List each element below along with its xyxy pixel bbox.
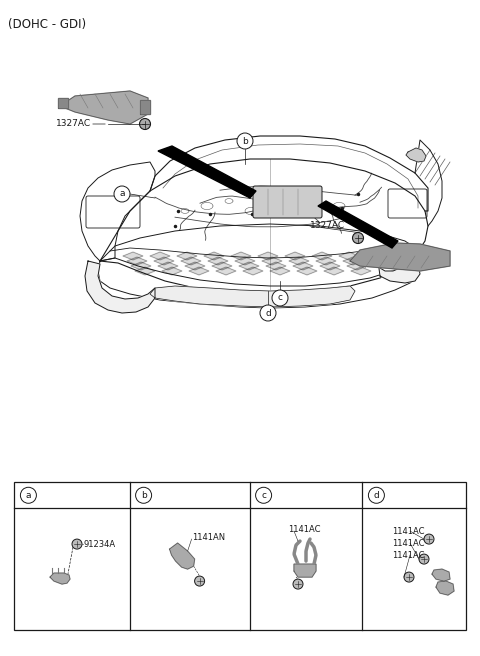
- Polygon shape: [208, 257, 228, 265]
- Polygon shape: [243, 267, 263, 275]
- Polygon shape: [343, 257, 363, 265]
- Polygon shape: [100, 159, 428, 293]
- Text: a: a: [119, 190, 125, 199]
- Polygon shape: [212, 262, 232, 270]
- Polygon shape: [312, 252, 332, 260]
- Polygon shape: [169, 543, 194, 569]
- FancyBboxPatch shape: [253, 186, 322, 218]
- Circle shape: [352, 232, 363, 243]
- Polygon shape: [85, 261, 155, 313]
- Polygon shape: [235, 257, 255, 265]
- Circle shape: [272, 290, 288, 306]
- Text: 1141AC: 1141AC: [392, 527, 424, 535]
- Polygon shape: [436, 581, 454, 595]
- Polygon shape: [127, 257, 147, 265]
- Text: c: c: [277, 293, 283, 302]
- Text: (DOHC - GDI): (DOHC - GDI): [8, 18, 86, 31]
- Polygon shape: [316, 257, 336, 265]
- Polygon shape: [406, 148, 426, 162]
- Polygon shape: [181, 257, 201, 265]
- Polygon shape: [154, 257, 174, 265]
- Polygon shape: [258, 252, 278, 260]
- Polygon shape: [123, 252, 143, 260]
- Polygon shape: [185, 262, 205, 270]
- Polygon shape: [266, 262, 286, 270]
- Polygon shape: [216, 267, 236, 275]
- Polygon shape: [318, 201, 398, 248]
- Circle shape: [20, 487, 36, 503]
- Polygon shape: [158, 146, 256, 198]
- Circle shape: [136, 487, 152, 503]
- Polygon shape: [231, 252, 251, 260]
- Polygon shape: [131, 262, 151, 270]
- Polygon shape: [289, 257, 309, 265]
- Text: 1141AC: 1141AC: [288, 525, 321, 533]
- Polygon shape: [378, 256, 420, 283]
- Polygon shape: [189, 267, 209, 275]
- Text: d: d: [265, 308, 271, 318]
- Polygon shape: [98, 261, 418, 308]
- Polygon shape: [350, 243, 450, 271]
- Text: d: d: [373, 491, 379, 500]
- Polygon shape: [320, 262, 340, 270]
- Polygon shape: [324, 267, 344, 275]
- Polygon shape: [204, 252, 224, 260]
- Circle shape: [424, 534, 434, 544]
- Text: 1141AN: 1141AN: [192, 533, 225, 542]
- Polygon shape: [140, 100, 150, 114]
- Text: 91234A: 91234A: [83, 540, 115, 548]
- Circle shape: [237, 133, 253, 149]
- Circle shape: [293, 579, 303, 589]
- Polygon shape: [262, 257, 282, 265]
- Text: a: a: [25, 491, 31, 500]
- Circle shape: [369, 487, 384, 503]
- Polygon shape: [347, 262, 367, 270]
- Polygon shape: [135, 267, 155, 275]
- Polygon shape: [294, 564, 316, 577]
- Bar: [14, 482, 466, 630]
- Circle shape: [404, 572, 414, 582]
- Polygon shape: [351, 267, 371, 275]
- Circle shape: [140, 119, 151, 129]
- Circle shape: [260, 305, 276, 321]
- Polygon shape: [162, 267, 182, 275]
- Text: 1141AC: 1141AC: [392, 539, 424, 548]
- Polygon shape: [270, 267, 290, 275]
- Text: 1327AC: 1327AC: [56, 119, 91, 129]
- Polygon shape: [177, 252, 197, 260]
- Text: 1327AC: 1327AC: [310, 222, 345, 230]
- Polygon shape: [285, 252, 305, 260]
- Polygon shape: [293, 262, 313, 270]
- Polygon shape: [339, 252, 359, 260]
- Polygon shape: [80, 162, 155, 261]
- Polygon shape: [158, 262, 178, 270]
- Circle shape: [72, 539, 82, 549]
- Polygon shape: [297, 267, 317, 275]
- Polygon shape: [58, 98, 68, 108]
- Circle shape: [194, 576, 204, 586]
- Text: b: b: [242, 136, 248, 146]
- Polygon shape: [239, 262, 259, 270]
- Polygon shape: [150, 286, 355, 307]
- Text: b: b: [141, 491, 146, 500]
- Circle shape: [419, 554, 429, 564]
- Polygon shape: [60, 91, 148, 124]
- Circle shape: [114, 186, 130, 202]
- Polygon shape: [50, 573, 70, 584]
- Polygon shape: [432, 569, 450, 581]
- Polygon shape: [150, 252, 170, 260]
- Circle shape: [256, 487, 272, 503]
- Polygon shape: [100, 224, 418, 286]
- Text: 1141AC: 1141AC: [392, 550, 424, 560]
- Text: c: c: [261, 491, 266, 500]
